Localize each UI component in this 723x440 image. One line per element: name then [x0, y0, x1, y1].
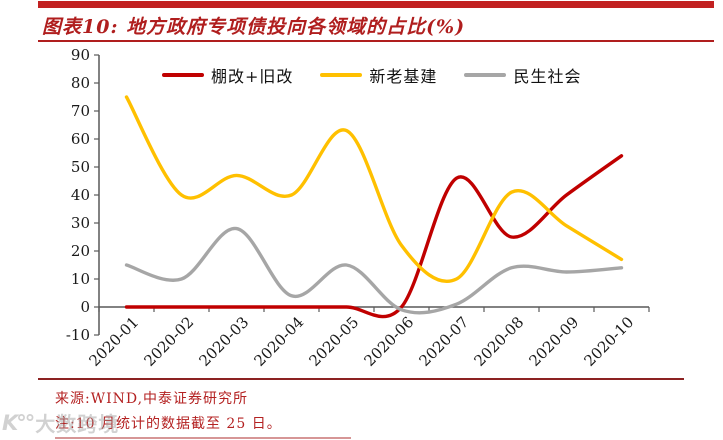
- svg-text:2020-09: 2020-09: [526, 313, 583, 370]
- legend-item-infrastructure: 新老基建: [320, 63, 437, 87]
- svg-text:60: 60: [71, 130, 90, 148]
- footer-rule: [38, 378, 684, 380]
- chart-title: 图表10: 地方政府专项债投向各领域的占比(%): [42, 16, 466, 38]
- svg-text:2020-06: 2020-06: [361, 313, 418, 370]
- svg-text:2020-04: 2020-04: [251, 313, 308, 370]
- svg-text:2020-07: 2020-07: [416, 313, 473, 370]
- svg-text:2020-08: 2020-08: [471, 313, 528, 370]
- svg-text:2020-02: 2020-02: [141, 313, 198, 370]
- svg-text:50: 50: [71, 158, 90, 176]
- note-text: 注:10 月统计的数据截至 25 日。: [55, 416, 282, 432]
- legend-label: 民生社会: [513, 67, 582, 86]
- svg-text:40: 40: [71, 186, 90, 204]
- legend-line-swatch-red: [162, 73, 204, 77]
- legend-item-shantytown: 棚改+旧改: [162, 63, 293, 87]
- legend-label: 新老基建: [369, 67, 438, 86]
- legend-line-swatch-gray: [464, 73, 507, 77]
- svg-text:2020-01: 2020-01: [86, 313, 143, 370]
- svg-text:70: 70: [71, 102, 90, 120]
- svg-text:30: 30: [71, 214, 90, 232]
- svg-text:2020-05: 2020-05: [306, 313, 363, 370]
- svg-text:0: 0: [80, 298, 90, 316]
- legend-line-swatch-yellow: [320, 73, 363, 77]
- svg-text:2020-10: 2020-10: [581, 313, 638, 370]
- legend-label: 棚改+旧改: [211, 67, 294, 86]
- note-underline: [55, 437, 351, 439]
- header-bottom-rule: [38, 40, 714, 42]
- legend-item-livelihood: 民生社会: [464, 63, 581, 87]
- svg-text:2020-03: 2020-03: [196, 313, 253, 370]
- svg-text:80: 80: [71, 74, 90, 92]
- header-top-rule: [38, 1, 714, 8]
- svg-text:20: 20: [71, 242, 90, 260]
- source-text: 来源:WIND,中泰证券研究所: [55, 391, 249, 407]
- svg-text:90: 90: [71, 46, 90, 64]
- svg-text:-10: -10: [66, 326, 90, 344]
- svg-text:10: 10: [71, 270, 90, 288]
- chart-legend: 棚改+旧改 新老基建 民生社会: [162, 63, 581, 87]
